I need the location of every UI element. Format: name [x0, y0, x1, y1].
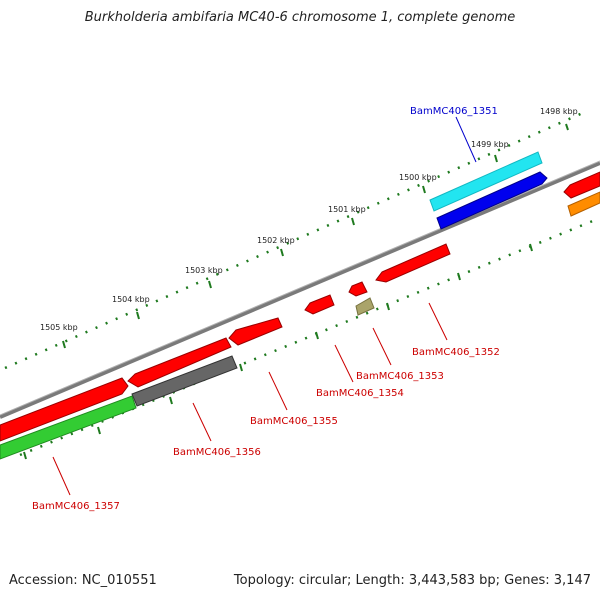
genome-backbone [0, 161, 600, 419]
gene-label-1354[interactable]: BamMC406_1354 [316, 388, 404, 399]
genome-backbone-highlight [0, 160, 600, 416]
tick-label: 1504 kbp [112, 295, 150, 304]
cog-band-right-edge[interactable] [567, 191, 600, 217]
inner-major-ticks [23, 243, 533, 460]
label-leaders [52, 116, 477, 496]
outer-major-ticks [62, 123, 569, 349]
cds-arrow-1351[interactable] [436, 171, 548, 230]
tick-label: 1501 kbp [328, 205, 366, 214]
tick-label: 1499 kbp [471, 140, 509, 149]
cog-band-1356[interactable] [131, 355, 238, 407]
cds-arrow-1352[interactable] [375, 243, 451, 283]
gene-label-1355[interactable]: BamMC406_1355 [250, 416, 338, 427]
cds-arrow-1353[interactable] [348, 281, 368, 297]
gene-label-1352[interactable]: BamMC406_1352 [412, 347, 500, 358]
cds-arrow-1356[interactable] [127, 337, 232, 388]
tick-label: 1502 kbp [257, 236, 295, 245]
accession-label: Accession: NC_010551 [9, 573, 157, 588]
cds-arrow-1354[interactable] [304, 294, 335, 315]
cds-arrow-right-edge[interactable] [563, 171, 600, 199]
cog-band-1353[interactable] [355, 297, 375, 316]
outer-tick-track [4, 110, 586, 370]
tick-label: 1503 kbp [185, 266, 223, 275]
gene-label-1351[interactable]: BamMC406_1351 [410, 106, 498, 117]
map-title: Burkholderia ambifaria MC40-6 chromosome… [84, 10, 516, 25]
cog-band-1357[interactable] [0, 395, 137, 460]
tick-label: 1500 kbp [399, 173, 437, 182]
gene-label-1356[interactable]: BamMC406_1356 [173, 447, 261, 458]
cds-arrow-1357[interactable] [0, 377, 129, 442]
genome-summary: Topology: circular; Length: 3,443,583 bp… [233, 573, 591, 588]
gene-label-1353[interactable]: BamMC406_1353 [356, 371, 444, 382]
tick-label: 1498 kbp [540, 107, 578, 116]
cog-band-1351[interactable] [429, 151, 543, 212]
cds-arrow-1355[interactable] [228, 317, 283, 346]
tick-label: 1505 kbp [40, 323, 78, 332]
gene-label-1357[interactable]: BamMC406_1357 [32, 501, 120, 512]
